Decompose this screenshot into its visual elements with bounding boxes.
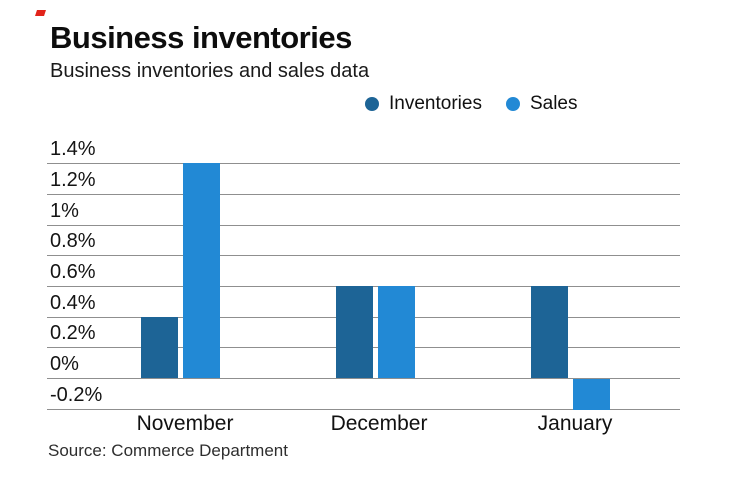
legend-item-inventories: Inventories [365, 93, 482, 115]
bar-inventories-november [141, 317, 178, 378]
gridline [47, 255, 680, 256]
y-axis-tick-label: 0% [50, 353, 79, 375]
y-axis-tick-label: 1.4% [50, 138, 96, 160]
legend-item-sales: Sales [505, 93, 578, 115]
source-text: Source: Commerce Department [48, 441, 288, 460]
gridline [47, 163, 680, 164]
gridline [47, 225, 680, 226]
bar-inventories-january [531, 286, 568, 378]
x-axis-label: December [330, 412, 428, 435]
y-axis-tick-label: 0.4% [50, 292, 96, 314]
page-title: Business inventories [50, 20, 352, 55]
page-subtitle: Business inventories and sales data [50, 60, 370, 82]
legend-dot-icon [505, 97, 520, 111]
y-axis-tick-label: 0.2% [50, 322, 96, 344]
legend-label: Sales [529, 93, 578, 114]
y-axis-tick-label: 0.8% [50, 230, 96, 252]
legend-dot-icon [365, 97, 379, 111]
y-axis-tick-label: 1.2% [50, 169, 96, 191]
gridline [47, 409, 680, 410]
x-axis-label: November [136, 412, 234, 435]
legend: Inventories Sales [365, 93, 577, 115]
y-axis-tick-label: -0.2% [50, 384, 103, 406]
bar-sales-january [573, 379, 610, 410]
legend-label: Inventories [389, 93, 482, 114]
x-axis-label: January [537, 412, 613, 435]
gridline [47, 378, 680, 379]
bar-sales-december [378, 286, 415, 378]
gridline [47, 194, 680, 195]
y-axis-tick-label: 1% [50, 200, 79, 222]
y-axis-tick-label: 0.6% [50, 261, 96, 283]
bar-inventories-december [336, 286, 373, 378]
bar-sales-november [183, 163, 220, 378]
